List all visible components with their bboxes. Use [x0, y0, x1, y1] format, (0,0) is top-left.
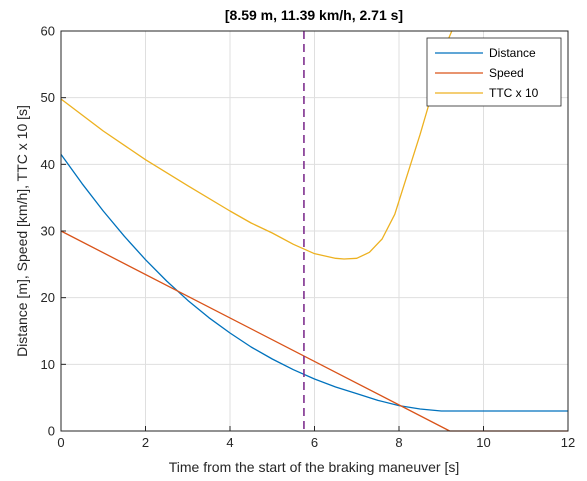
y-tick-label: 40: [41, 157, 55, 172]
y-tick-label: 50: [41, 90, 55, 105]
chart-title: [8.59 m, 11.39 km/h, 2.71 s]: [225, 7, 403, 23]
x-tick-label: 4: [226, 435, 233, 450]
legend-label: Distance: [489, 46, 536, 60]
y-tick-label: 0: [48, 424, 55, 439]
legend-box: [426, 37, 562, 107]
y-axis-label: Distance [m], Speed [km/h], TTC x 10 [s]: [14, 105, 30, 357]
series-line-distance: [60, 153, 568, 412]
legend[interactable]: Distance Speed TTC x 10: [426, 37, 562, 107]
y-tick-label: 30: [41, 224, 55, 239]
legend-label: Speed: [489, 66, 524, 80]
ticks: 0 2 4 6 8 10 12 0 10 20 30 40 50 60: [41, 24, 576, 451]
x-tick-label: 8: [395, 435, 402, 450]
x-axis-label: Time from the start of the braking maneu…: [169, 459, 460, 475]
legend-entries: Distance Speed TTC x 10: [435, 46, 539, 100]
x-tick-label: 10: [476, 435, 490, 450]
legend-label: TTC x 10: [489, 86, 539, 100]
x-tick-label: 0: [57, 435, 64, 450]
y-tick-label: 20: [41, 290, 55, 305]
x-tick-label: 6: [311, 435, 318, 450]
y-tick-label: 60: [41, 24, 55, 39]
y-tick-label: 10: [41, 357, 55, 372]
x-tick-label: 12: [561, 435, 575, 450]
x-tick-label: 2: [142, 435, 149, 450]
